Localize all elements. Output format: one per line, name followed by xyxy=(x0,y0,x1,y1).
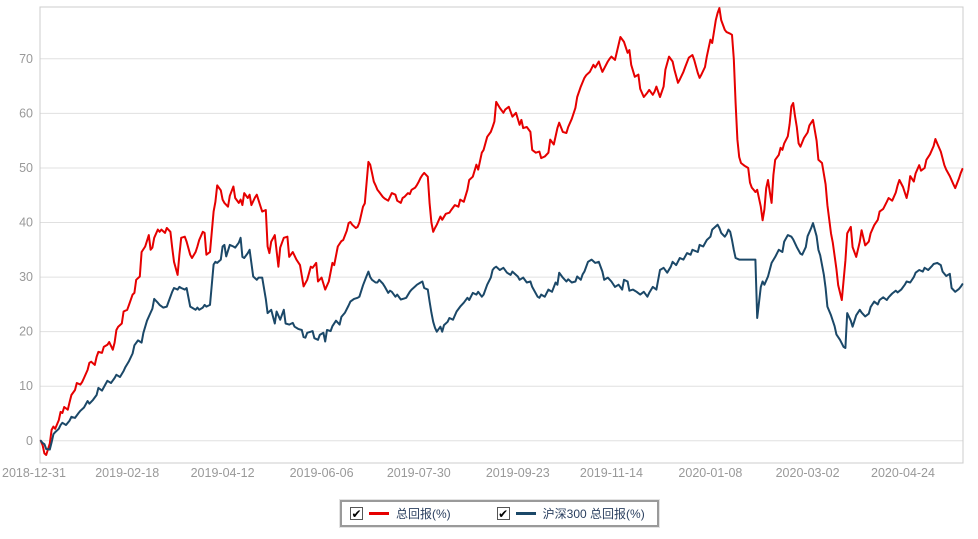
y-axis-label-40: 40 xyxy=(19,216,33,230)
x-axis-label-1: 2019-02-18 xyxy=(95,466,159,480)
y-axis-label-10: 10 xyxy=(19,379,33,393)
legend-checkbox-total-return[interactable]: ✔ xyxy=(350,506,363,521)
x-axis-label-9: 2020-04-24 xyxy=(871,466,935,480)
plot-border xyxy=(39,6,964,464)
x-axis-label-0: 2018-12-31 xyxy=(2,466,66,480)
y-axis-label-70: 70 xyxy=(19,52,33,66)
x-axis-label-7: 2020-01-08 xyxy=(678,466,742,480)
x-axis-label-4: 2019-07-30 xyxy=(387,466,451,480)
legend-label-csi300-return: 沪深300 总回报(%) xyxy=(542,507,645,521)
legend-checkbox-csi300-return[interactable]: ✔ xyxy=(496,506,510,521)
y-axis-label-30: 30 xyxy=(19,270,33,284)
x-axis-label-8: 2020-03-02 xyxy=(776,466,840,480)
legend-swatch-total-return xyxy=(369,512,389,515)
legend-item-csi300-return[interactable]: ✔ 沪深300 总回报(%) xyxy=(496,505,645,522)
series-line-total-return xyxy=(39,7,964,456)
y-axis-label-20: 20 xyxy=(19,325,33,339)
x-axis-label-6: 2019-11-14 xyxy=(580,466,643,480)
x-axis-label-3: 2019-06-06 xyxy=(290,466,354,480)
y-axis-label-60: 60 xyxy=(19,106,33,120)
y-axis-label-0: 0 xyxy=(26,434,33,448)
x-axis-label-2: 2019-04-12 xyxy=(191,466,255,480)
chart-legend: ✔ 总回报(%) ✔ 沪深300 总回报(%) xyxy=(339,499,660,528)
legend-swatch-csi300-return xyxy=(515,512,536,515)
legend-label-total-return: 总回报(%) xyxy=(396,507,451,521)
y-axis-label-50: 50 xyxy=(19,161,33,175)
series-line-csi300 xyxy=(39,222,964,451)
x-axis-label-5: 2019-09-23 xyxy=(486,466,550,480)
legend-item-total-return[interactable]: ✔ 总回报(%) xyxy=(350,505,451,522)
